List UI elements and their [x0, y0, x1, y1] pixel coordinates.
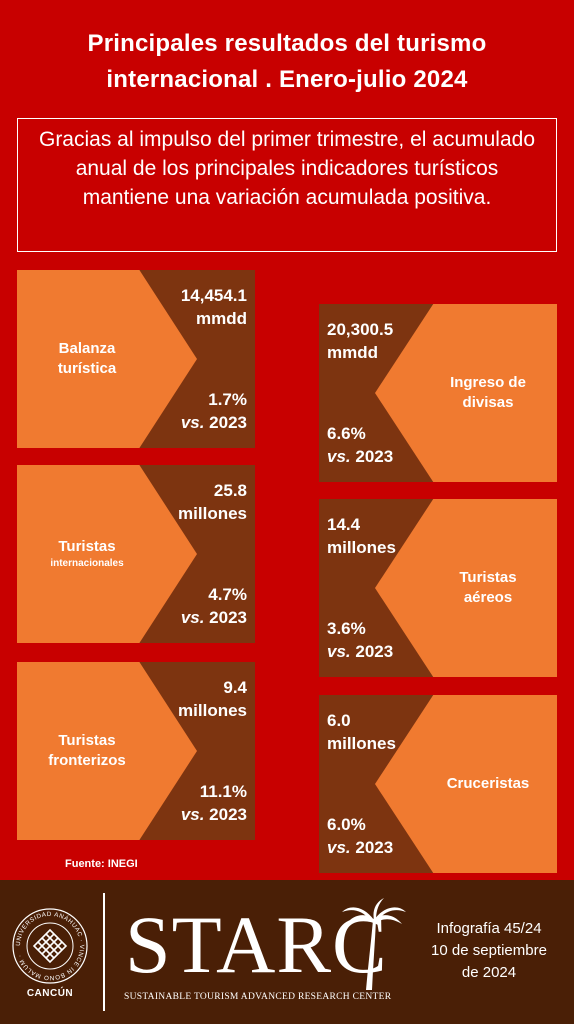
- card-balanza-turistica: Balanza turística 14,454.1 mmdd 1.7% vs. …: [17, 270, 255, 448]
- info-date: 10 de septiembre: [431, 942, 547, 959]
- card-label: Turistas fronterizos: [48, 732, 126, 769]
- card-turistas-internacionales: Turistas internacionales 25.8 millones 4.…: [17, 465, 255, 643]
- starc-logo-text: STARC: [125, 899, 388, 990]
- title-line-1: Principales resultados del turismo: [87, 30, 487, 57]
- card-change: 6.0% vs. 2023: [327, 815, 394, 857]
- starc-subtitle: SUSTAINABLE TOURISM ADVANCED RESEARCH CE…: [124, 992, 392, 1002]
- card-value: 25.8 millones: [178, 481, 247, 523]
- university-seal-logo: UNIVERSIDAD ANÁHUAC · VINCE IN BONO MALU…: [12, 908, 88, 984]
- card-change: 6.6% vs. 2023: [327, 424, 394, 466]
- infographic-info: Infografía 45/24 10 de septiembre de 202…: [414, 918, 564, 984]
- card-cruceristas: Cruceristas 6.0 millones 6.0% vs. 2023: [319, 695, 557, 873]
- card-change: 11.1% vs. 2023: [180, 782, 247, 824]
- title-line-2: internacional . Enero-julio 2024: [106, 66, 468, 93]
- card-value: 6.0 millones: [327, 711, 396, 753]
- footer: [0, 880, 574, 1024]
- info-year: de 2024: [461, 964, 517, 981]
- card-arrow: Turistas aéreos: [375, 499, 557, 677]
- palm-tree-icon: [342, 898, 406, 990]
- card-arrow: Turistas fronterizos: [17, 662, 197, 840]
- card-ingreso-de-divisas: Ingreso de divisas 20,300.5 mmdd 6.6% vs.…: [319, 304, 557, 482]
- card-turistas-fronterizos: Turistas fronterizos 9.4 millones 11.1% v…: [17, 662, 255, 840]
- card-value: 14,454.1 mmdd: [180, 286, 247, 328]
- card-arrow: Turistas internacionales: [17, 465, 197, 643]
- card-value: 20,300.5 mmdd: [327, 320, 394, 362]
- card-arrow: Balanza turística: [17, 270, 197, 448]
- intro-box: Gracias al impulso del primer trimestre,…: [17, 118, 557, 252]
- card-change: 4.7% vs. 2023: [180, 585, 247, 627]
- card-value: 9.4 millones: [178, 678, 247, 720]
- card-label: Ingreso de divisas: [450, 374, 526, 411]
- card-label: Turistas aéreos: [459, 569, 517, 606]
- campus-label: CANCÚN: [26, 988, 74, 999]
- info-number: Infografía 45/24: [436, 920, 542, 937]
- card-change: 3.6% vs. 2023: [327, 619, 394, 661]
- card-label: Turistas internacionales: [50, 538, 124, 569]
- card-arrow: Cruceristas: [375, 695, 557, 873]
- card-turistas-aereos: Turistas aéreos 14.4 millones 3.6% vs. 20…: [319, 499, 557, 677]
- card-label: Cruceristas: [446, 775, 530, 792]
- card-label: Balanza turística: [57, 340, 117, 377]
- page-title: Principales resultados del turismo inter…: [0, 26, 574, 98]
- source-note: Fuente: INEGI: [65, 858, 138, 870]
- card-value: 14.4 millones: [327, 515, 396, 557]
- card-arrow: Ingreso de divisas: [375, 304, 557, 482]
- card-change: 1.7% vs. 2023: [180, 390, 247, 432]
- footer-divider: [103, 893, 105, 1011]
